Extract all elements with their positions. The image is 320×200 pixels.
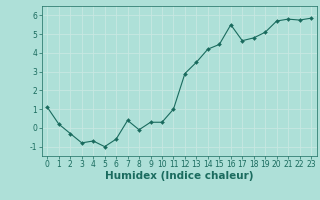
X-axis label: Humidex (Indice chaleur): Humidex (Indice chaleur) [105, 171, 253, 181]
